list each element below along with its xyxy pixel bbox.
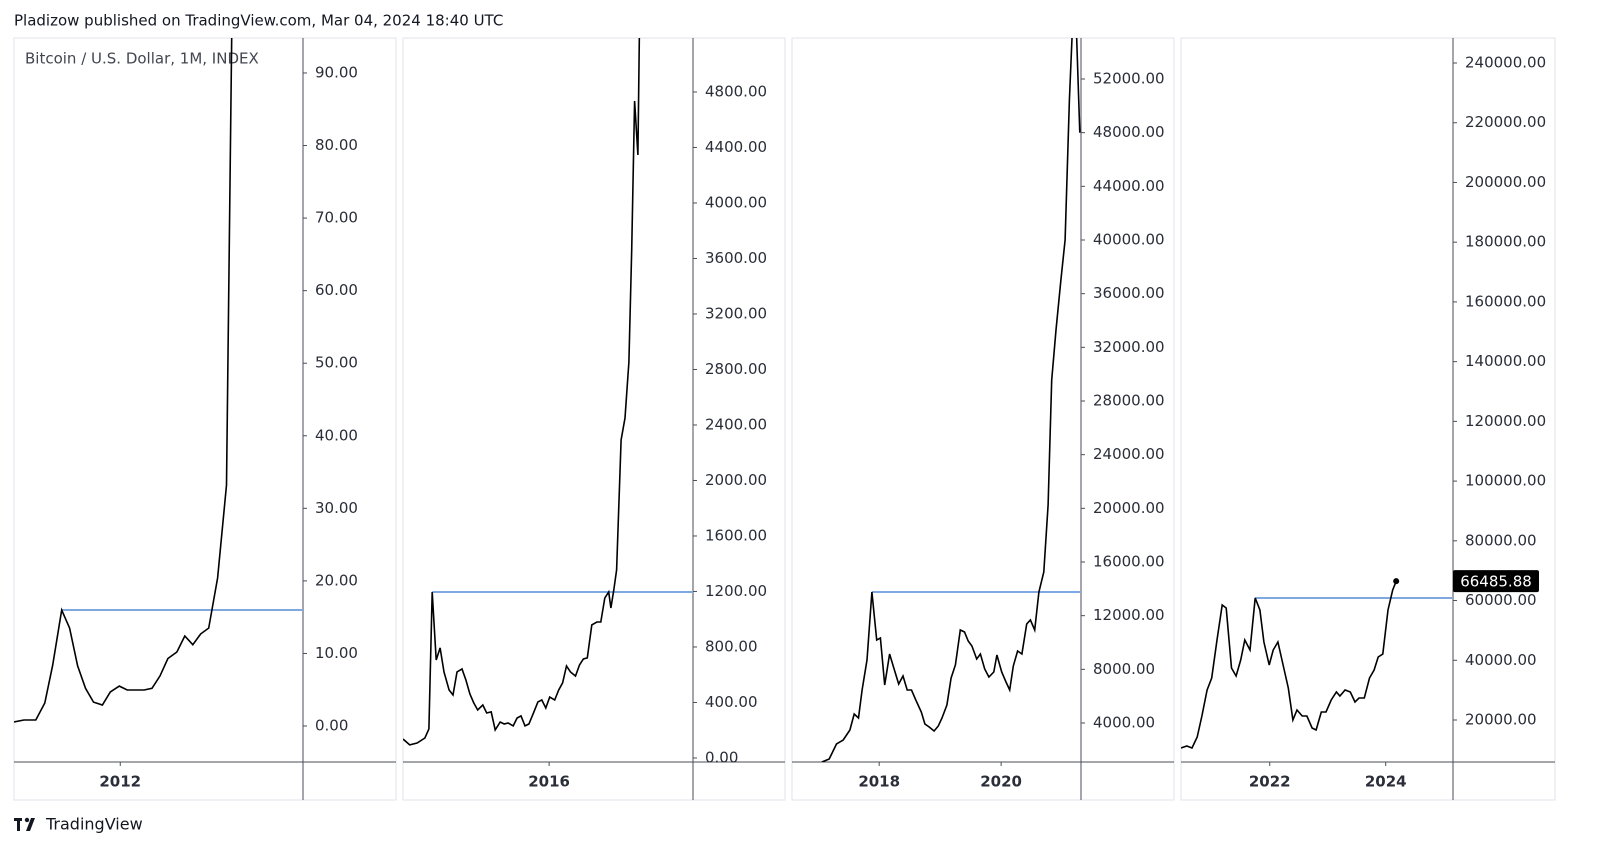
- y-tick-label: 20000.00: [1093, 499, 1165, 517]
- y-tick-label: 4800.00: [705, 82, 767, 100]
- y-tick-label: 120000.00: [1465, 412, 1546, 430]
- x-tick-label: 2022: [1249, 773, 1291, 791]
- panel: 0.00 10.00 20.00 30.00 40.00 50.00 60.00 70.00 8…: [13, 37, 397, 801]
- last-price-label: 66485.88: [1460, 573, 1532, 591]
- chart-title: Bitcoin / U.S. Dollar, 1M, INDEX: [25, 50, 259, 68]
- panel: 0.00 400.00 800.00 1200.00 1600.00 2000.00 240…: [402, 37, 786, 801]
- x-tick-label: 2020: [980, 773, 1022, 791]
- y-tick-label: 1600.00: [705, 526, 767, 544]
- last-price-box: [1453, 570, 1539, 593]
- y-tick-label: 24000.00: [1093, 445, 1165, 463]
- panel-frame: [791, 37, 1175, 801]
- y-tick-label: 48000.00: [1093, 123, 1165, 141]
- last-point: [1393, 578, 1400, 585]
- y-tick-label: 0.00: [315, 717, 348, 735]
- y-tick-label: 3200.00: [705, 304, 767, 322]
- panel: 20000.00 40000.00 60000.00 80000.00 100000.0…: [1180, 37, 1556, 801]
- x-tick-label: 2016: [528, 773, 570, 791]
- panel-frame: [1180, 37, 1556, 801]
- y-tick-label: 2800.00: [705, 360, 767, 378]
- y-tick-label: 140000.00: [1465, 352, 1546, 370]
- y-tick-label: 160000.00: [1465, 292, 1546, 310]
- y-tick-label: 10.00: [315, 644, 358, 662]
- panel-frame: [402, 37, 786, 801]
- y-tick-label: 3600.00: [705, 249, 767, 267]
- y-tick-label: 36000.00: [1093, 284, 1165, 302]
- y-tick-label: 2400.00: [705, 415, 767, 433]
- y-tick-label: 70.00: [315, 209, 358, 227]
- y-tick-label: 28000.00: [1093, 391, 1165, 409]
- y-tick-label: 40.00: [315, 426, 358, 444]
- price-line: [14, 38, 233, 723]
- panel: 4000.00 8000.00 12000.00 16000.00 20000.00 24…: [791, 37, 1175, 801]
- y-tick-label: 32000.00: [1093, 338, 1165, 356]
- price-line: [821, 38, 1081, 762]
- y-tick-label: 80000.00: [1465, 531, 1537, 549]
- footer: TradingView: [45, 815, 143, 834]
- panel-frame: [13, 37, 397, 801]
- y-tick-label: 60000.00: [1465, 591, 1537, 609]
- y-tick-label: 800.00: [705, 637, 758, 655]
- header: Pladizow published on TradingView.com, M…: [14, 12, 503, 30]
- y-tick-label: 400.00: [705, 693, 758, 711]
- y-tick-label: 0.00: [705, 748, 738, 766]
- y-tick-label: 100000.00: [1465, 472, 1546, 490]
- y-tick-label: 1200.00: [705, 582, 767, 600]
- y-tick-label: 40000.00: [1465, 651, 1537, 669]
- y-tick-label: 8000.00: [1093, 660, 1155, 678]
- y-tick-label: 52000.00: [1093, 70, 1165, 88]
- y-tick-label: 240000.00: [1465, 53, 1546, 71]
- y-tick-label: 4000.00: [705, 193, 767, 211]
- y-tick-label: 16000.00: [1093, 552, 1165, 570]
- y-tick-label: 44000.00: [1093, 177, 1165, 195]
- y-tick-label: 4400.00: [705, 138, 767, 156]
- x-tick-label: 2024: [1365, 773, 1407, 791]
- x-tick-label: 2012: [99, 773, 141, 791]
- y-tick-label: 20.00: [315, 571, 358, 589]
- y-tick-label: 30.00: [315, 499, 358, 517]
- tv-logo: [14, 817, 35, 831]
- y-tick-label: 180000.00: [1465, 233, 1546, 251]
- y-tick-label: 200000.00: [1465, 173, 1546, 191]
- y-tick-label: 90.00: [315, 63, 358, 81]
- x-tick-label: 2018: [858, 773, 900, 791]
- y-tick-label: 60.00: [315, 281, 358, 299]
- price-line: [403, 38, 641, 746]
- y-tick-label: 20000.00: [1465, 710, 1537, 728]
- y-tick-label: 40000.00: [1093, 231, 1165, 249]
- y-tick-label: 2000.00: [705, 471, 767, 489]
- y-tick-label: 12000.00: [1093, 606, 1165, 624]
- y-tick-label: 80.00: [315, 136, 358, 154]
- y-tick-label: 220000.00: [1465, 113, 1546, 131]
- y-tick-label: 4000.00: [1093, 713, 1155, 731]
- price-line: [1181, 580, 1397, 750]
- y-tick-label: 50.00: [315, 354, 358, 372]
